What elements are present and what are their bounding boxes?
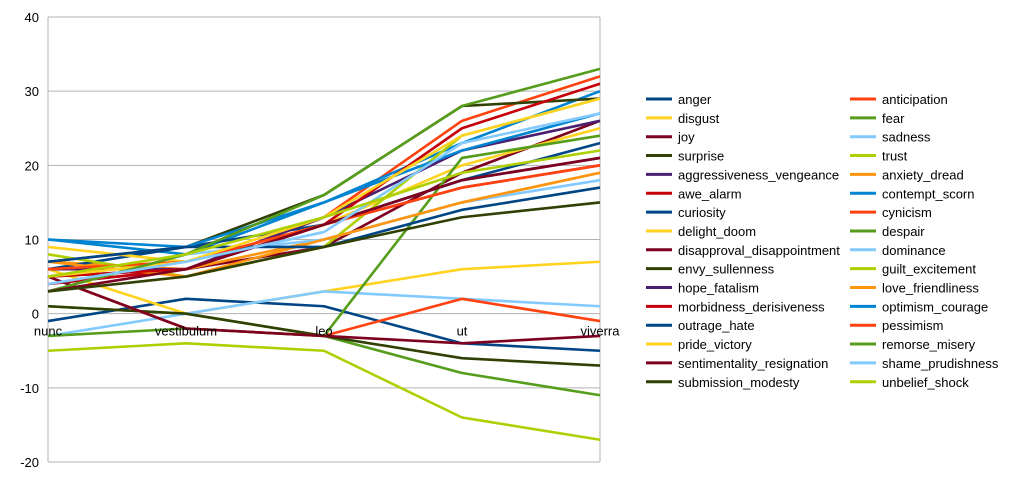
series-line-sadness: [47, 290, 601, 338]
legend-label: cynicism: [882, 205, 932, 220]
series-lines: [47, 67, 601, 442]
legend: anger anticipation disgust fear joy sadness su…: [646, 92, 999, 390]
legend-label: anger: [678, 92, 712, 107]
legend-label: delight_doom: [678, 224, 756, 239]
series-line-submission_modesty: [47, 201, 601, 293]
legend-label: remorse_misery: [882, 337, 976, 352]
legend-label: joy: [677, 130, 695, 145]
x-tick-label: ut: [457, 324, 468, 339]
legend-label: love_friendliness: [882, 281, 979, 296]
legend-label: fear: [882, 111, 905, 126]
y-tick-label: 30: [25, 84, 39, 99]
legend-label: morbidness_derisiveness: [678, 299, 825, 314]
legend-label: anxiety_dread: [882, 167, 964, 182]
series-line-anger: [47, 297, 601, 353]
y-tick-label: -10: [20, 381, 39, 396]
legend-label: contempt_scorn: [882, 186, 975, 201]
legend-label: disgust: [678, 111, 720, 126]
y-tick-label: 10: [25, 233, 39, 248]
legend-label: awe_alarm: [678, 186, 742, 201]
y-tick-label: 40: [25, 10, 39, 25]
legend-label: surprise: [678, 149, 724, 164]
legend-label: guilt_excitement: [882, 262, 976, 277]
legend-label: sadness: [882, 130, 931, 145]
x-tick-label: leo: [315, 324, 332, 339]
y-tick-label: 0: [32, 307, 39, 322]
legend-label: submission_modesty: [678, 375, 800, 390]
legend-label: despair: [882, 224, 925, 239]
series-line-remorse_misery: [47, 67, 601, 293]
legend-label: optimism_courage: [882, 299, 988, 314]
legend-label: pride_victory: [678, 337, 752, 352]
y-tick-label: -20: [20, 455, 39, 470]
legend-label: dominance: [882, 243, 946, 258]
legend-label: outrage_hate: [678, 318, 755, 333]
series-line-trust: [47, 342, 601, 442]
series-line-unbelief_shock: [47, 149, 601, 278]
series-line-contempt_scorn: [47, 89, 601, 256]
series-line-guilt_excitement: [47, 97, 601, 278]
legend-label: aggressiveness_vengeance: [678, 167, 839, 182]
legend-label: hope_fatalism: [678, 281, 759, 296]
series-line-curiosity: [47, 141, 601, 271]
legend-label: pessimism: [882, 318, 943, 333]
legend-label: curiosity: [678, 205, 726, 220]
legend-label: disapproval_disappointment: [678, 243, 840, 258]
series-line-optimism_courage: [47, 112, 601, 249]
legend-label: trust: [882, 149, 908, 164]
y-tick-label: 20: [25, 158, 39, 173]
x-tick-label: nunc: [34, 324, 63, 339]
x-axis-tick-labels: nunc vestibulum leo ut viverra: [34, 324, 620, 339]
legend-label: sentimentality_resignation: [678, 356, 828, 371]
x-tick-label: vestibulum: [155, 324, 217, 339]
legend-label: unbelief_shock: [882, 375, 969, 390]
legend-label: envy_sullenness: [678, 262, 775, 277]
legend-label: anticipation: [882, 92, 948, 107]
series-line-disapproval_disappointment: [47, 275, 601, 345]
legend-label: shame_prudishness: [882, 356, 999, 371]
series-line-sentimentality_resignation: [47, 156, 601, 293]
x-tick-label: viverra: [580, 324, 620, 339]
series-line-pride_victory: [47, 97, 601, 278]
series-line-shame_prudishness: [47, 112, 601, 286]
gridlines: [47, 16, 601, 463]
y-axis-tick-labels: -20 -10 0 10 20 30 40: [20, 10, 39, 470]
